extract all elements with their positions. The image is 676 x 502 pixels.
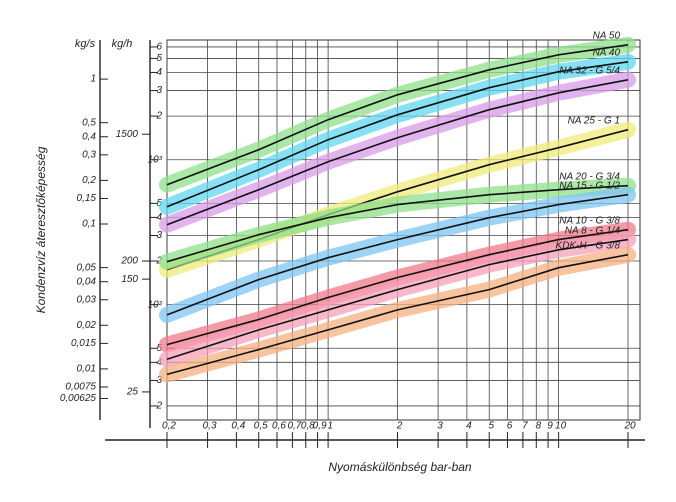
y-tick-label: 6 — [156, 42, 162, 53]
y2-tick-label: 0,3 — [82, 149, 96, 160]
y2-tick-label: 0,04 — [77, 276, 97, 287]
curve-label: NA 32 - G 5/4 — [559, 65, 620, 76]
y2-tick-label: 0,02 — [77, 320, 97, 331]
curve — [166, 253, 629, 376]
y-tick-label: 4 — [156, 212, 162, 223]
y2-tick-label: 0,0075 — [65, 382, 96, 393]
y-tick-label: 10² — [148, 299, 163, 310]
x-axis-title: Nyomáskülönbség bar-ban — [328, 460, 472, 474]
x-tick-label: 4 — [466, 421, 472, 432]
x-tick-label: 0,6 — [272, 421, 286, 432]
curve — [166, 238, 629, 361]
curve — [166, 228, 629, 346]
y2-tick-label: 0,2 — [82, 175, 96, 186]
x-tick-label: 5 — [488, 421, 494, 432]
x-tick-label: 0,5 — [254, 421, 268, 432]
y-tick-label: 3 — [156, 230, 162, 241]
y2-tick-label: 0,4 — [82, 131, 96, 142]
x-tick-label: 10 — [555, 421, 567, 432]
curve — [166, 61, 629, 208]
x-tick-label: 0,4 — [231, 421, 245, 432]
x-tick-label: 0,8 — [301, 421, 315, 432]
y-tick-label: 10³ — [148, 154, 163, 165]
x-tick-label: 0,7 — [287, 421, 301, 432]
x-tick-label: 8 — [535, 421, 541, 432]
x-tick-label: 1 — [327, 421, 333, 432]
y2-tick-label: 0,01 — [77, 364, 96, 375]
x-tick-label: 0,3 — [203, 421, 217, 432]
y2-tick-label: 0,03 — [77, 294, 97, 305]
y2-unit: kg/s — [75, 38, 96, 50]
curve — [166, 79, 629, 226]
curve-label: NA 50 — [593, 30, 621, 41]
y-tick-label: 2 — [155, 256, 162, 267]
y-tick-label: 3 — [156, 375, 162, 386]
curve — [166, 44, 629, 186]
curve-label: NA 25 - G 1 — [568, 115, 620, 126]
x-tick-label: 2 — [396, 421, 403, 432]
curve-label: NA 15 - G 1/2 — [559, 180, 620, 191]
x-tick-label: 3 — [437, 421, 443, 432]
curve-label: KDK-H - G 3/8 — [556, 240, 621, 251]
y-tick-label: 5 — [156, 53, 162, 64]
curve-label: NA 40 — [593, 47, 621, 58]
y-tick-label: 150 — [121, 274, 138, 285]
x-tick-label: 9 — [547, 421, 553, 432]
y-axis-title: Kondenzvíz áteresztőképesség — [34, 146, 48, 313]
y2-tick-label: 0,00625 — [60, 393, 97, 404]
y2-tick-label: 0,1 — [82, 219, 96, 230]
y-tick-label: 4 — [156, 67, 162, 78]
y-unit: kg/h — [112, 38, 133, 50]
y2-tick-label: 0,5 — [82, 117, 96, 128]
y-tick-label: 3 — [156, 85, 162, 96]
x-tick-label: 6 — [507, 421, 513, 432]
x-tick-label: 0,9 — [313, 421, 327, 432]
y-tick-label: 2 — [155, 111, 162, 122]
y2-tick-label: 0,05 — [77, 262, 97, 273]
curve-label: NA 10 - G 3/8 — [559, 215, 620, 226]
y-tick-label: 5 — [156, 343, 162, 354]
y-tick-label: 4 — [156, 357, 162, 368]
y2-tick-label: 0,015 — [71, 338, 96, 349]
curve — [166, 184, 629, 263]
y-tick-label: 5 — [156, 198, 162, 209]
x-tick-label: 20 — [623, 421, 636, 432]
y-tick-label: 25 — [126, 387, 139, 398]
x-tick-label: 0,2 — [162, 421, 176, 432]
y2-tick-label: 0,15 — [77, 193, 97, 204]
curve-label: NA 20 - G 3/4 — [559, 171, 620, 182]
x-tick-label: 7 — [522, 421, 528, 432]
curve-label: NA 8 - G 1/4 — [565, 225, 621, 236]
curve — [166, 193, 629, 316]
y-tick-label: 200 — [120, 256, 138, 267]
y2-tick-label: 1 — [90, 74, 96, 85]
y-tick-label: 2 — [155, 401, 162, 412]
y-tick-label: 1500 — [116, 129, 139, 140]
